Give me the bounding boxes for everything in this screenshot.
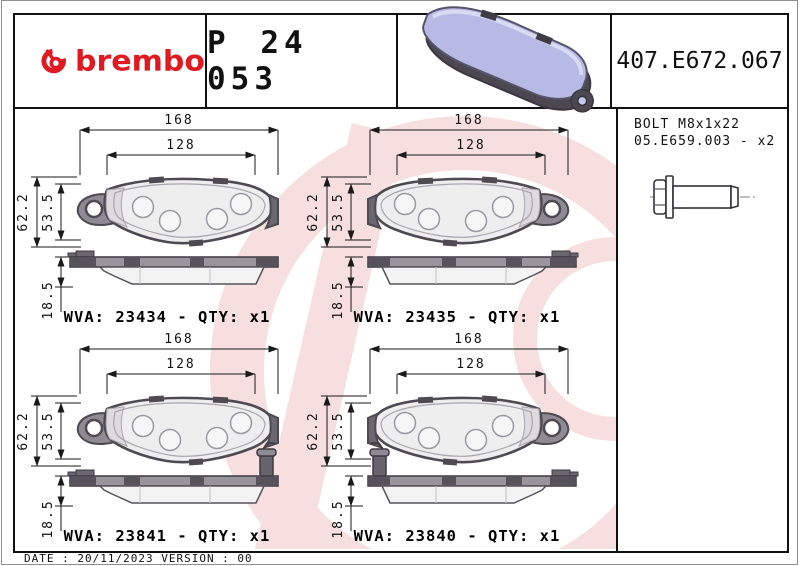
pad-drawing-23840: 168 128 62.2 53.5 18.5 WVA: 23840 - QTY:…	[306, 332, 579, 545]
pad-render-cell	[398, 6, 612, 113]
wva-label: WVA: 23434 - QTY: x1	[64, 308, 271, 326]
dim-overall-height: 62.2	[16, 192, 31, 231]
dim-friction-height: 53.5	[41, 411, 56, 450]
wva-label: WVA: 23841 - QTY: x1	[64, 527, 271, 545]
wear-sensor	[369, 442, 390, 477]
brake-pad-3d-render	[422, 6, 594, 113]
dim-thickness: 18.5	[41, 499, 56, 538]
dim-friction-width: 128	[166, 357, 195, 372]
part-number: P 24 053	[207, 25, 308, 97]
brand-cell: brembo	[15, 15, 207, 107]
dim-friction-height: 53.5	[331, 192, 346, 231]
drawing-area: 168 128 62.2 53.5 18.5 WVA: 23434 - QTY:…	[15, 109, 616, 549]
pad-front-and-side-view-mirrored-with-sensor	[366, 394, 579, 504]
dim-overall-height: 62.2	[306, 192, 321, 231]
reference-number-cell: 407.E672.067	[612, 15, 787, 107]
drawing-frame: brembo P 24 053	[13, 6, 789, 553]
reference-number: 407.E672.067	[616, 48, 783, 74]
dim-thickness: 18.5	[331, 499, 346, 538]
pad-drawing-23434: 168 128 62.2 53.5 18.5 WVA: 23434 - QTY:…	[16, 113, 280, 326]
brembo-logo-icon	[41, 48, 66, 74]
dim-thickness: 18.5	[41, 280, 56, 319]
wva-label: WVA: 23840 - QTY: x1	[354, 527, 561, 545]
bolt-part-code: 05.E659.003 - x2	[634, 134, 776, 149]
dim-friction-width: 128	[456, 138, 485, 153]
pad-front-and-side-view-mirrored	[366, 175, 579, 285]
dim-overall-height: 62.2	[306, 411, 321, 450]
part-number-cell: P 24 053	[207, 15, 398, 107]
pad-drawing-23841: 168 128 62.2 53.5 18.5 WVA: 23841 - QTY:…	[16, 332, 280, 545]
dim-overall-width: 168	[164, 113, 193, 128]
dim-overall-width: 168	[164, 332, 193, 347]
bolt-drawing	[650, 175, 758, 219]
brand-wordmark: brembo	[75, 44, 205, 78]
dim-overall-width: 168	[454, 332, 483, 347]
pad-front-and-side-view	[67, 175, 280, 285]
dim-friction-width: 128	[456, 357, 485, 372]
dim-friction-width: 128	[166, 138, 195, 153]
wear-sensor	[256, 442, 277, 477]
bolt-info-panel: BOLT M8x1x22 05.E659.003 - x2	[616, 109, 787, 551]
dim-friction-height: 53.5	[41, 192, 56, 231]
dim-overall-width: 168	[454, 113, 483, 128]
brembo-watermark	[210, 116, 616, 549]
title-block: brembo P 24 053	[15, 6, 787, 113]
bolt-title: BOLT M8x1x22	[634, 117, 740, 132]
dim-friction-height: 53.5	[331, 411, 346, 450]
pad-front-and-side-view-with-sensor	[67, 394, 280, 504]
dim-overall-height: 62.2	[16, 411, 31, 450]
date-version-line: DATE : 20/11/2023 VERSION : 00	[24, 552, 253, 565]
dim-thickness: 18.5	[331, 280, 346, 319]
pad-drawing-23435: 168 128 62.2 53.5 18.5 WVA: 23435 - QTY:…	[306, 113, 579, 326]
wva-label: WVA: 23435 - QTY: x1	[354, 308, 561, 326]
